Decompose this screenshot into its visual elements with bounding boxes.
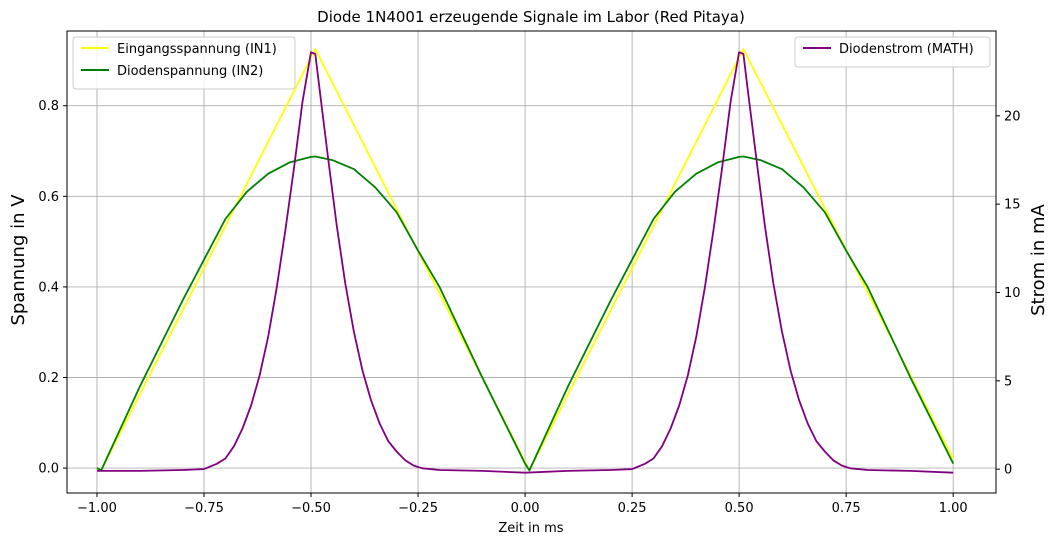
legend-label: Diodenspannung (IN2) [117, 64, 263, 79]
y-left-tick-label: 0.6 [38, 190, 59, 205]
x-axis-label: Zeit in ms [498, 521, 563, 536]
legend-right: Diodenstrom (MATH) [794, 36, 991, 68]
legend-box [72, 36, 296, 90]
series-layer [96, 48, 955, 474]
series-line-diodenspannung-in2 [96, 155, 955, 472]
legend-left: Eingangsspannung (IN1) Diodenspannung (IN… [72, 36, 296, 90]
y-left-tick-label: 0.0 [38, 462, 59, 477]
legend-box [794, 36, 991, 68]
legend-label: Diodenstrom (MATH) [839, 42, 974, 57]
y-right-tick-label: 0 [1004, 463, 1012, 478]
y-left-tick-label: 0.8 [38, 99, 59, 114]
y-axis-label-right: Strom in mA [1028, 203, 1049, 315]
series-line-diodenstrom-math [97, 51, 954, 474]
y-axis-label-left: Spannung in V [8, 194, 29, 326]
y-right-tick-label: 10 [1004, 286, 1021, 301]
legend-label: Eingangsspannung (IN1) [117, 42, 277, 57]
plot-frame [66, 30, 997, 494]
x-tick-label: 0.50 [725, 501, 754, 516]
x-tick-label: −0.25 [398, 501, 438, 516]
x-tick-label: −0.50 [291, 501, 331, 516]
y-right-tick-label: 15 [1004, 198, 1021, 213]
x-tick-label: 1.00 [939, 501, 968, 516]
x-tick-label: 0.00 [511, 501, 540, 516]
y-left-tick-label: 0.2 [38, 371, 59, 386]
x-tick-label: −0.75 [184, 501, 224, 516]
chart-title: Diode 1N4001 erzeugende Signale im Labor… [317, 8, 745, 26]
x-tick-label: 0.25 [618, 501, 647, 516]
x-tick-label: 0.75 [832, 501, 861, 516]
y-right-tick-label: 5 [1004, 374, 1012, 389]
y-right-tick-label: 20 [1004, 109, 1021, 124]
tick-layer: −1.00 −0.75 −0.50 −0.25 0.00 0.25 0.50 0.75 1.00… [38, 99, 1020, 516]
x-tick-label: −1.00 [77, 501, 117, 516]
y-left-tick-label: 0.4 [38, 280, 59, 295]
